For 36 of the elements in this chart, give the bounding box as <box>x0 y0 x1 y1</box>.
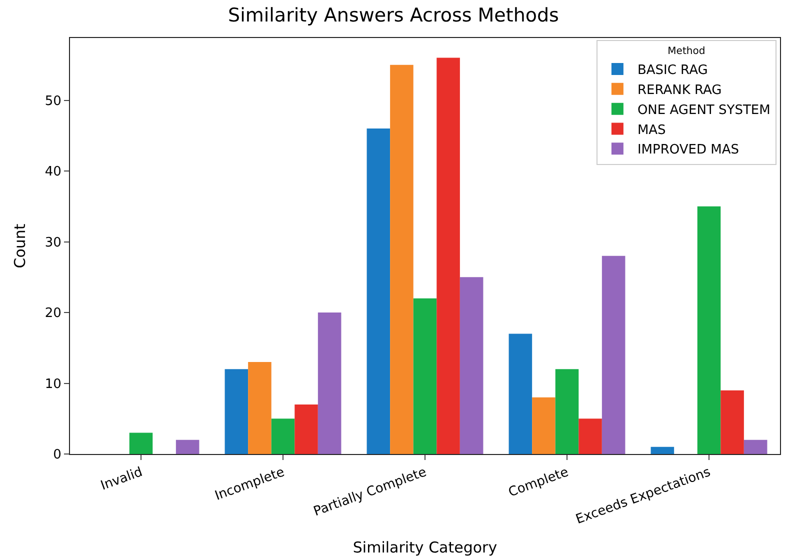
bar <box>720 390 744 454</box>
y-tick-label: 30 <box>44 235 62 250</box>
y-axis-title: Count <box>11 224 30 268</box>
y-tick-label: 40 <box>44 164 62 180</box>
bar <box>390 64 414 454</box>
bar <box>650 446 674 454</box>
legend-label: MAS <box>637 122 666 138</box>
x-axis-title: Similarity Category <box>352 538 498 557</box>
bar <box>578 418 602 454</box>
bar <box>508 334 532 454</box>
legend-label: IMPROVED MAS <box>637 142 739 158</box>
bar <box>271 418 295 454</box>
y-tick-label: 20 <box>44 306 62 322</box>
legend-title: Method <box>668 46 706 58</box>
legend-label: BASIC RAG <box>637 63 708 78</box>
y-tick-label: 50 <box>44 94 62 109</box>
bar <box>129 432 153 454</box>
bar <box>294 404 318 454</box>
legend-label: ONE AGENT SYSTEM <box>637 102 770 118</box>
bar <box>248 362 272 454</box>
bar <box>532 397 556 454</box>
bar <box>436 58 460 454</box>
bar <box>697 206 721 454</box>
bar <box>413 298 437 454</box>
legend-label: RERANK RAG <box>637 83 722 98</box>
bar <box>318 312 342 454</box>
bar <box>460 277 484 454</box>
bar <box>366 128 390 454</box>
y-tick-label: 10 <box>44 376 62 392</box>
chart-title: Similarity Answers Across Methods <box>228 4 559 27</box>
bar <box>224 369 248 454</box>
bar <box>176 440 200 454</box>
bar <box>602 256 626 454</box>
bar <box>555 369 579 454</box>
bar <box>744 440 768 454</box>
y-tick-label: 0 <box>53 448 62 463</box>
